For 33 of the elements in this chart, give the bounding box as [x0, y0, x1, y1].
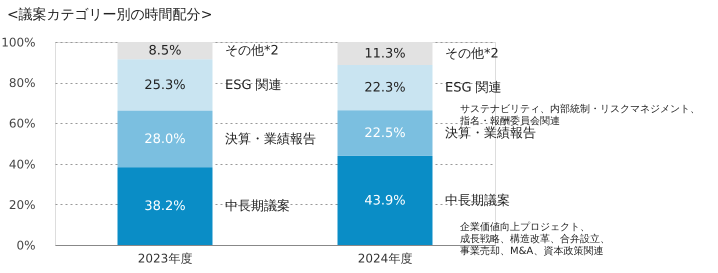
y-tick-label: 60% — [8, 116, 36, 131]
y-tick-label: 100% — [1, 36, 36, 50]
annotation: サステナビリティ、内部統制・リスクマネジメント、指名・報酬委員会関連 — [459, 103, 700, 127]
annotation: 企業価値向上プロジェクト、成長戦略、構造改革、合弁設立、事業売却、M&A、資本政策関連 — [460, 221, 610, 257]
y-tick-label: 0% — [16, 238, 36, 252]
data-label: 38.2% — [144, 199, 186, 214]
y-tick-label: 80% — [8, 76, 36, 90]
data-label: 28.0% — [144, 132, 186, 148]
text: 決算・業績報告 — [445, 126, 536, 142]
bar — [118, 110, 212, 168]
text: 中長期議案 — [445, 193, 510, 208]
y-tick-label: 20% — [8, 198, 36, 212]
bar — [338, 156, 432, 245]
text: その他*2 — [445, 46, 499, 62]
data-label: 8.5% — [148, 44, 182, 59]
bar — [338, 64, 432, 110]
x-tick-label: 2024年度 — [358, 252, 412, 266]
bar — [118, 59, 212, 111]
series-label: その他*2 — [225, 44, 279, 59]
series-label: 中長期議案 — [225, 198, 290, 214]
bar — [118, 167, 212, 245]
text: ESG 関連 — [445, 80, 502, 96]
data-label: 25.3% — [144, 78, 186, 93]
data-label: 43.9% — [364, 193, 406, 208]
y-tick-label: 40% — [8, 157, 36, 172]
series-label: 決算・業績報告 — [225, 132, 316, 148]
data-label: 22.5% — [364, 126, 406, 142]
data-label: 22.3% — [364, 80, 406, 96]
x-tick-label: 2023年度 — [138, 252, 192, 266]
chart-title: <議案カテゴリー別の時間配分> — [7, 6, 212, 23]
series-label: ESG 関連 — [225, 78, 282, 93]
bar — [338, 110, 432, 156]
data-label: 11.3% — [364, 46, 406, 62]
